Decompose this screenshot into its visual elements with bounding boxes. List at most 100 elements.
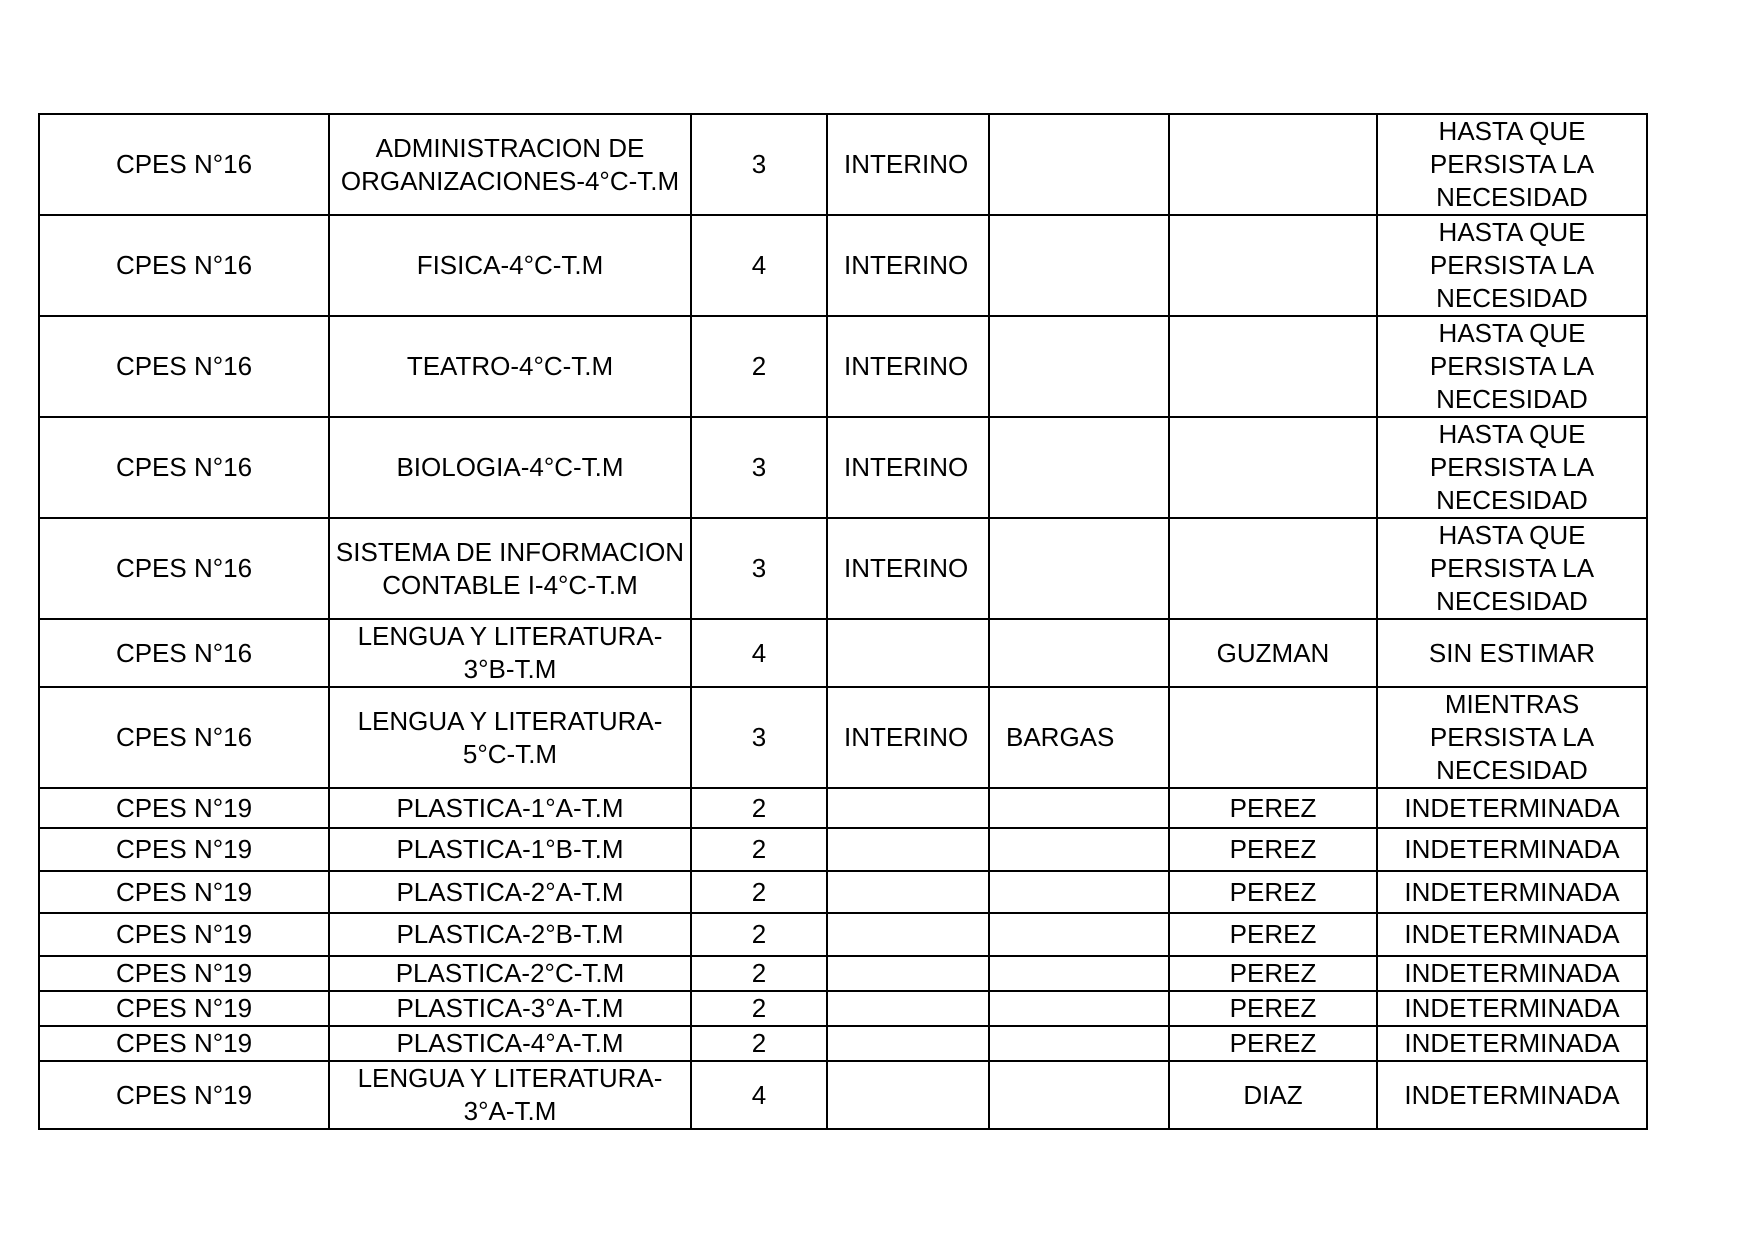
cell-school: CPES N°19	[38, 787, 330, 829]
cell-status	[826, 787, 990, 829]
table-row: CPES N°16 BIOLOGIA-4°C-T.M 3 INTERINO HASTA …	[38, 416, 1648, 519]
table-row: CPES N°16 FISICA-4°C-T.M 4 INTERINO HASTA QU…	[38, 214, 1648, 317]
table-row: CPES N°16 SISTEMA DE INFORMACION CONTABLE…	[38, 517, 1648, 620]
cell-subject: PLASTICA-3°A-T.M	[328, 990, 692, 1027]
cell-status	[826, 618, 990, 688]
cell-name2: GUZMAN	[1168, 618, 1378, 688]
cell-name1	[988, 517, 1170, 620]
cell-status: INTERINO	[826, 686, 990, 789]
cell-subject: LENGUA Y LITERATURA-3°B-T.M	[328, 618, 692, 688]
cell-subject: LENGUA Y LITERATURA-5°C-T.M	[328, 686, 692, 789]
cell-name2: PEREZ	[1168, 827, 1378, 872]
cell-subject: PLASTICA-1°A-T.M	[328, 787, 692, 829]
cell-duration: MIENTRAS PERSISTA LA NECESIDAD	[1376, 686, 1648, 789]
cell-hours: 4	[690, 214, 828, 317]
cell-name1	[988, 315, 1170, 418]
cell-name2: PEREZ	[1168, 787, 1378, 829]
cell-hours: 2	[690, 955, 828, 992]
cell-name2: PEREZ	[1168, 990, 1378, 1027]
cell-hours: 2	[690, 787, 828, 829]
cell-name1	[988, 990, 1170, 1027]
table-row: CPES N°19 PLASTICA-1°A-T.M 2 PEREZ INDETERMI…	[38, 787, 1648, 829]
cell-duration: INDETERMINADA	[1376, 990, 1648, 1027]
cell-name2: PEREZ	[1168, 870, 1378, 914]
cell-duration: HASTA QUE PERSISTA LA NECESIDAD	[1376, 517, 1648, 620]
cell-name1: BARGAS	[988, 686, 1170, 789]
cell-school: CPES N°16	[38, 517, 330, 620]
cell-name1	[988, 1060, 1170, 1130]
table-row: CPES N°19 PLASTICA-3°A-T.M 2 PEREZ INDETERMI…	[38, 990, 1648, 1027]
cell-subject: BIOLOGIA-4°C-T.M	[328, 416, 692, 519]
table-row: CPES N°19 PLASTICA-1°B-T.M 2 PEREZ INDETERMI…	[38, 827, 1648, 872]
cell-hours: 2	[690, 827, 828, 872]
assignments-table: CPES N°16 ADMINISTRACION DE ORGANIZACIONE…	[38, 113, 1648, 1130]
cell-duration: SIN ESTIMAR	[1376, 618, 1648, 688]
cell-duration: INDETERMINADA	[1376, 1060, 1648, 1130]
cell-status	[826, 912, 990, 957]
cell-school: CPES N°16	[38, 416, 330, 519]
cell-school: CPES N°16	[38, 113, 330, 216]
cell-subject: LENGUA Y LITERATURA-3°A-T.M	[328, 1060, 692, 1130]
cell-subject: FISICA-4°C-T.M	[328, 214, 692, 317]
cell-duration: INDETERMINADA	[1376, 787, 1648, 829]
cell-hours: 2	[690, 315, 828, 418]
cell-hours: 2	[690, 870, 828, 914]
cell-hours: 2	[690, 990, 828, 1027]
cell-subject: PLASTICA-1°B-T.M	[328, 827, 692, 872]
cell-subject: PLASTICA-2°C-T.M	[328, 955, 692, 992]
cell-name2: PEREZ	[1168, 1025, 1378, 1062]
cell-status: INTERINO	[826, 416, 990, 519]
cell-duration: HASTA QUE PERSISTA LA NECESIDAD	[1376, 315, 1648, 418]
cell-duration: INDETERMINADA	[1376, 1025, 1648, 1062]
cell-name1	[988, 955, 1170, 992]
cell-name1	[988, 912, 1170, 957]
cell-name2	[1168, 517, 1378, 620]
table-row: CPES N°19 PLASTICA-2°B-T.M 2 PEREZ INDETERMI…	[38, 912, 1648, 957]
table-row: CPES N°16 LENGUA Y LITERATURA-3°B-T.M 4 GUZ…	[38, 618, 1648, 688]
cell-status	[826, 1060, 990, 1130]
table-row: CPES N°19 PLASTICA-2°A-T.M 2 PEREZ INDETERMI…	[38, 870, 1648, 914]
cell-hours: 3	[690, 686, 828, 789]
cell-duration: INDETERMINADA	[1376, 955, 1648, 992]
cell-name1	[988, 214, 1170, 317]
cell-duration: HASTA QUE PERSISTA LA NECESIDAD	[1376, 113, 1648, 216]
cell-status	[826, 955, 990, 992]
table-row: CPES N°19 PLASTICA-4°A-T.M 2 PEREZ INDETERMI…	[38, 1025, 1648, 1062]
cell-school: CPES N°16	[38, 214, 330, 317]
cell-subject: ADMINISTRACION DE ORGANIZACIONES-4°C-T.M	[328, 113, 692, 216]
cell-name2: PEREZ	[1168, 955, 1378, 992]
cell-name2: PEREZ	[1168, 912, 1378, 957]
cell-name1	[988, 827, 1170, 872]
cell-name2: DIAZ	[1168, 1060, 1378, 1130]
cell-status	[826, 990, 990, 1027]
cell-school: CPES N°19	[38, 1060, 330, 1130]
cell-school: CPES N°19	[38, 870, 330, 914]
cell-hours: 4	[690, 618, 828, 688]
cell-hours: 3	[690, 416, 828, 519]
cell-name2	[1168, 214, 1378, 317]
cell-school: CPES N°19	[38, 1025, 330, 1062]
cell-hours: 2	[690, 1025, 828, 1062]
cell-duration: INDETERMINADA	[1376, 870, 1648, 914]
cell-school: CPES N°16	[38, 618, 330, 688]
table-row: CPES N°16 TEATRO-4°C-T.M 2 INTERINO HASTA QU…	[38, 315, 1648, 418]
cell-school: CPES N°19	[38, 827, 330, 872]
cell-subject: PLASTICA-2°B-T.M	[328, 912, 692, 957]
cell-subject: PLASTICA-2°A-T.M	[328, 870, 692, 914]
cell-duration: HASTA QUE PERSISTA LA NECESIDAD	[1376, 416, 1648, 519]
cell-duration: HASTA QUE PERSISTA LA NECESIDAD	[1376, 214, 1648, 317]
cell-status: INTERINO	[826, 214, 990, 317]
cell-school: CPES N°16	[38, 686, 330, 789]
cell-school: CPES N°19	[38, 990, 330, 1027]
cell-name2	[1168, 416, 1378, 519]
cell-name1	[988, 1025, 1170, 1062]
cell-hours: 3	[690, 113, 828, 216]
cell-name1	[988, 618, 1170, 688]
cell-status: INTERINO	[826, 517, 990, 620]
cell-name1	[988, 787, 1170, 829]
table-row: CPES N°19 LENGUA Y LITERATURA-3°A-T.M 4 DIA…	[38, 1060, 1648, 1130]
cell-name1	[988, 416, 1170, 519]
cell-name2	[1168, 686, 1378, 789]
table-row: CPES N°19 PLASTICA-2°C-T.M 2 PEREZ INDETERMI…	[38, 955, 1648, 992]
cell-hours: 3	[690, 517, 828, 620]
